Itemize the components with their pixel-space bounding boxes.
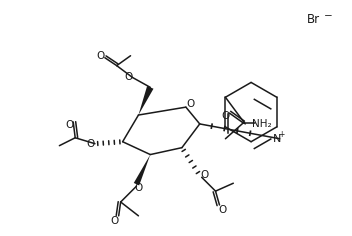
- Text: O: O: [111, 216, 119, 226]
- Polygon shape: [134, 155, 150, 185]
- Text: O: O: [86, 139, 94, 149]
- Text: O: O: [221, 111, 230, 121]
- Text: O: O: [97, 51, 105, 61]
- Text: NH₂: NH₂: [252, 119, 272, 129]
- Text: O: O: [134, 183, 143, 193]
- Text: Br: Br: [307, 13, 320, 26]
- Text: N: N: [272, 134, 281, 144]
- Polygon shape: [138, 86, 153, 115]
- Text: −: −: [324, 11, 333, 21]
- Text: O: O: [201, 170, 209, 180]
- Text: O: O: [187, 99, 195, 109]
- Text: O: O: [125, 72, 133, 83]
- Text: O: O: [218, 205, 227, 215]
- Text: O: O: [65, 120, 74, 130]
- Text: +: +: [278, 130, 285, 139]
